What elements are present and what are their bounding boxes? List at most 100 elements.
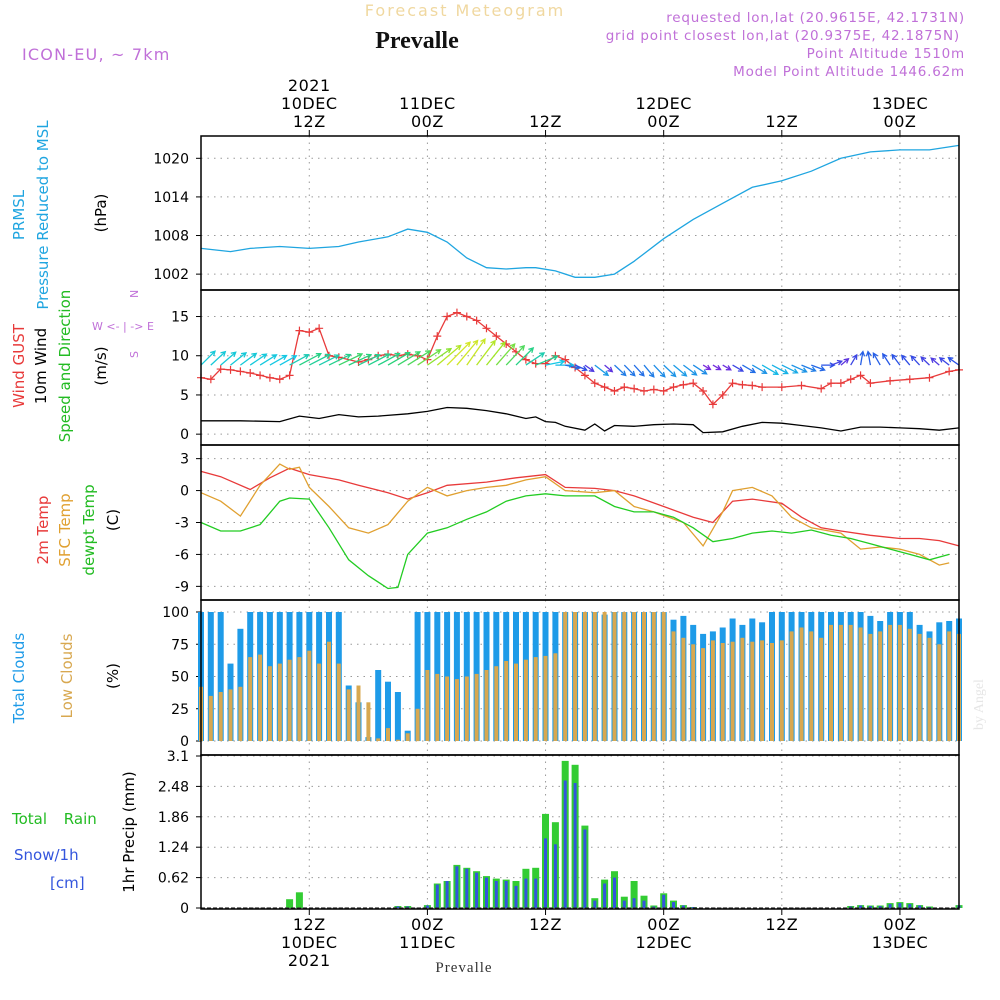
precip-panel-frame [200,754,960,910]
snow-bar [672,902,675,908]
low-cloud-bar [622,612,627,741]
snow-bar [859,905,863,908]
snow-bar [888,904,892,908]
snow-bar [898,903,902,908]
temp-tick-label: 3 [180,452,189,468]
low-cloud-bar [779,640,784,741]
gridpoint-coords: grid point closest lon,lat (20.9375E, 42… [606,28,960,44]
wind-direction-arrow [947,356,960,366]
low-cloud-bar [523,659,528,741]
precip-tick-label: 0.62 [158,871,189,887]
wind-direction-arrow [614,364,627,377]
gust-marker [679,380,688,389]
wind-direction-arrow [309,353,332,366]
gust-marker [758,383,767,392]
low-cloud-bar [573,612,578,741]
top-time-label: 12Z [293,112,326,131]
low-cloud-bar [317,663,322,741]
low-cloud-bar [829,624,833,741]
total-cloud-bar [237,628,244,741]
snow-bar [445,881,449,908]
wind-direction-arrow [545,359,566,366]
bottom-time-label: 12Z [765,915,798,934]
low-cloud-bar [464,676,469,741]
snow-bar [632,898,636,908]
snow-bar [563,780,567,908]
gust-marker [708,400,717,409]
low-cloud-bar [405,733,410,741]
wind-direction-arrow [761,364,780,375]
model-label: ICON-EU, ~ 7km [22,45,171,64]
gust-marker [639,387,648,396]
compass-s: S [128,351,141,358]
gust-marker [561,355,570,364]
snow-bar [475,872,479,908]
top-time-label: 12Z [765,112,798,131]
temp-tick-label: 0 [180,484,189,500]
gust-marker [246,368,255,377]
gust-marker [718,390,727,399]
snow-bar [868,906,872,908]
gust-marker [492,332,501,341]
clouds-tick-label: 0 [180,734,189,750]
low-cloud-bar [710,640,715,741]
wind-direction-arrow [436,344,462,366]
low-cloud-bar [897,624,902,741]
snow-bar [573,783,577,908]
precip-unit: 1hr Precip (mm) [120,771,138,892]
temp-tick-label: -6 [175,547,189,563]
snow-bar [593,900,597,908]
sfc-temp-line [200,463,950,566]
watermark: by Angel [972,679,987,730]
gust-marker [295,326,304,335]
low-cloud-bar [789,631,794,741]
gust-marker [275,375,284,384]
snow-bar [485,877,488,908]
low-cloud-bar [494,666,499,741]
wind-direction-arrow [920,356,930,366]
wind-direction-arrow [299,353,322,366]
gust-marker [521,355,530,364]
wind-direction-arrow [525,352,546,366]
wind-speed-line [201,406,960,434]
wind-direction-arrow [407,350,432,366]
snow-bar [544,838,547,908]
wind-direction-arrow [891,353,901,366]
low-cloud-bar [218,692,223,741]
sfc-label: SFC Temp [56,493,74,566]
compass-n: N [128,290,141,298]
low-cloud-bar [582,612,587,741]
low-cloud-bar [346,689,351,741]
low-cloud-bar [336,663,341,741]
gust-marker [728,379,737,388]
low-cloud-bar [888,624,893,741]
wind-direction-arrow [712,364,722,371]
wind-direction-arrow [830,359,844,366]
wind-direction-arrow [505,344,526,366]
wind-direction-arrow [249,353,268,366]
low-cloud-bar [730,641,735,741]
wind-dir-label: Speed and Direction [56,290,74,443]
gust-marker [580,371,589,380]
gust-marker [905,375,914,384]
wind-direction-arrow [485,341,506,366]
low-cloud-bar [435,673,440,741]
location-title: Prevalle [375,28,459,54]
low-cloud-bar [366,702,371,741]
snow-bar [406,906,410,908]
wind-direction-arrow [702,364,712,371]
low-cloud-bar [238,686,243,741]
wind-direction-arrow [397,351,422,366]
gust-marker [777,383,786,392]
clouds-tick-label: 25 [171,702,189,718]
low-cloud-bar [809,631,814,741]
bottom-time-label: 00Z [884,915,917,934]
wind-direction-arrow [348,353,373,366]
wind-direction-arrow [476,339,496,366]
low-cloud-bar [228,689,233,741]
low-cloud-bar [858,627,863,741]
compass-we: W <- | -> E [92,320,154,333]
bottom-time-label: 11DEC [399,933,455,952]
gust-marker [699,387,708,396]
gust-marker [216,365,225,374]
